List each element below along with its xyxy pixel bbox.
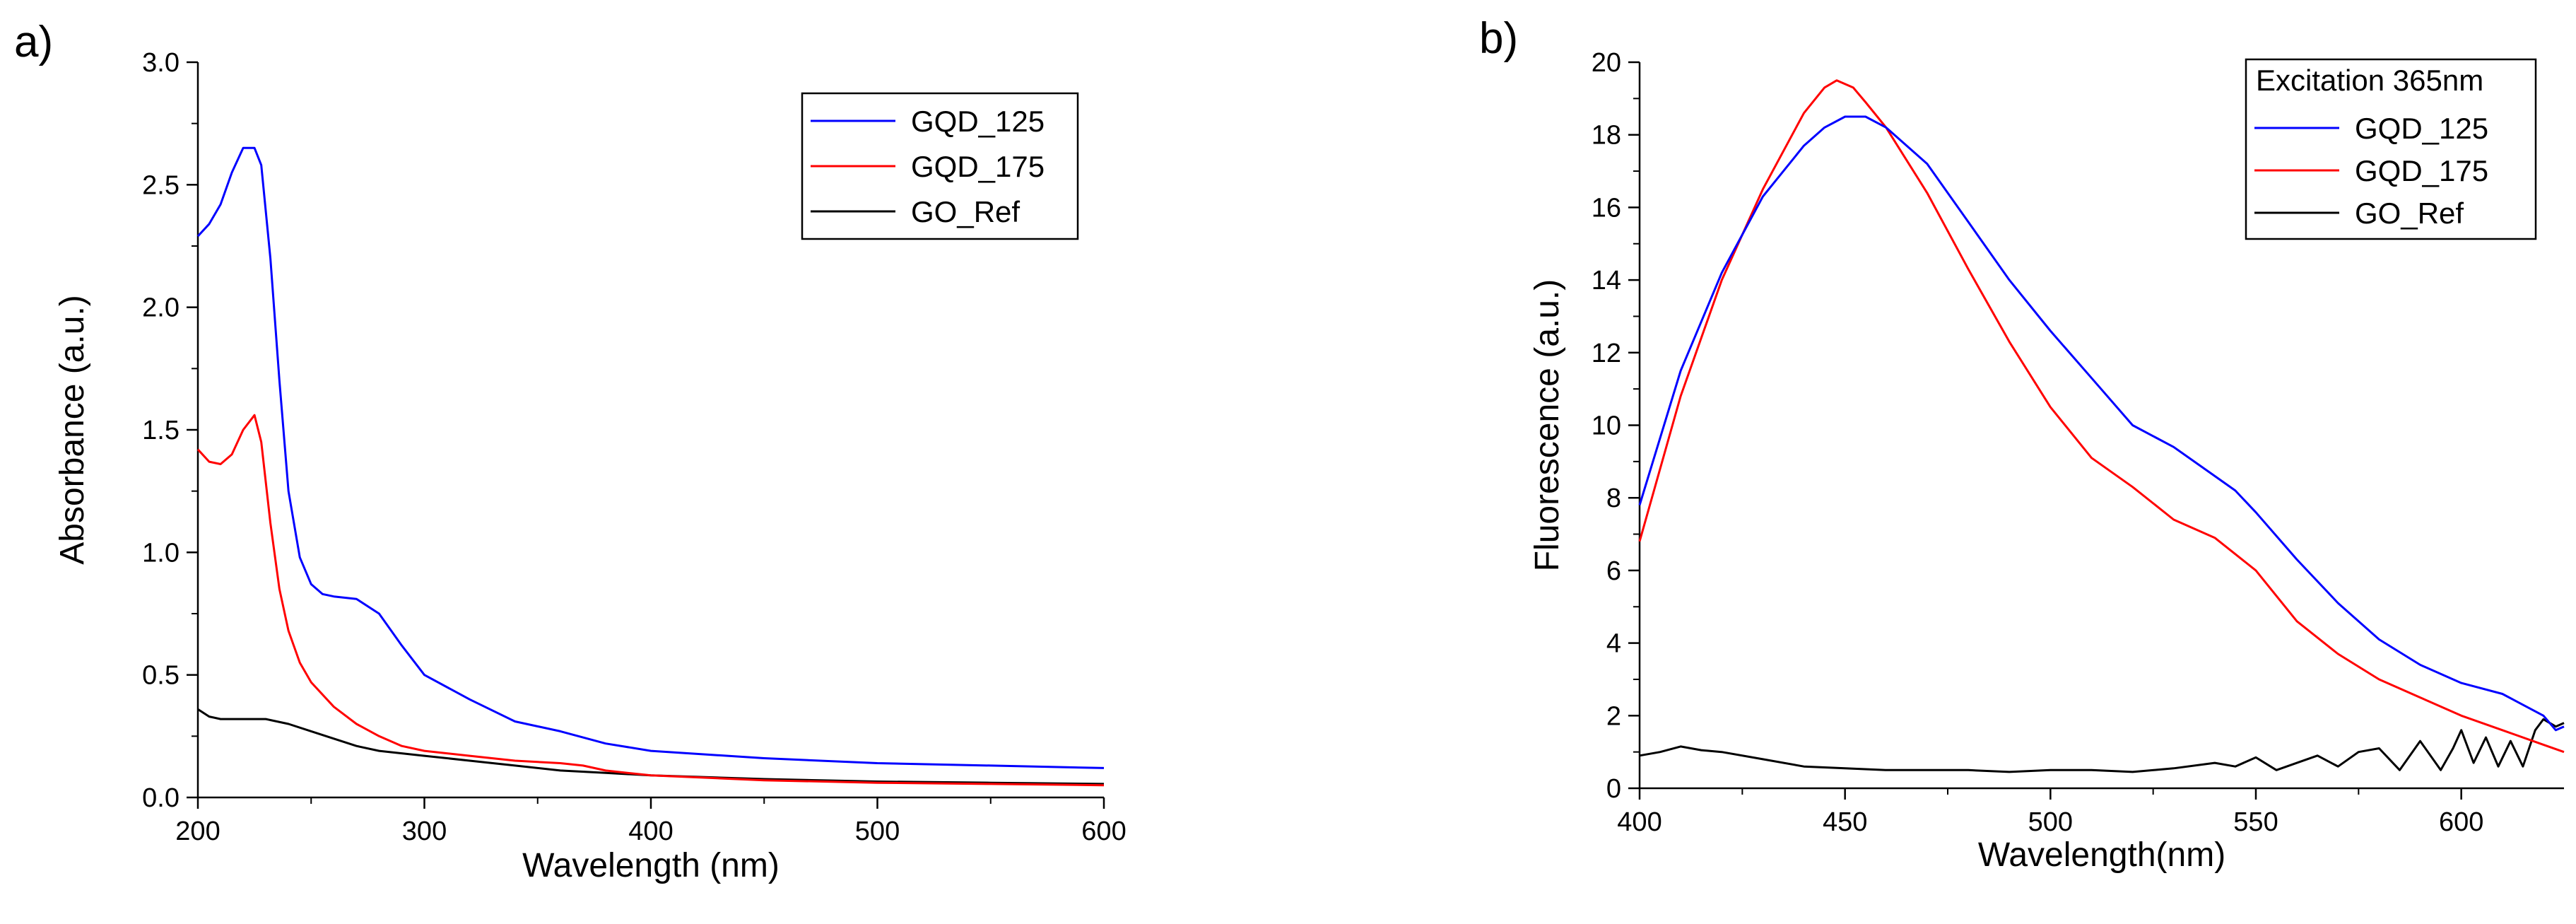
x-tick-label: 550 — [2233, 807, 2278, 837]
panel-label: a) — [14, 18, 53, 66]
y-tick-label: 4 — [1606, 629, 1621, 659]
series-line-go-ref — [1639, 718, 2565, 773]
y-tick-label: 18 — [1592, 121, 1621, 151]
y-axis-title: Absorbance (a.u.) — [54, 295, 91, 565]
legend-entry-label: GQD_175 — [2355, 154, 2488, 187]
y-tick-label: 2.5 — [142, 170, 180, 200]
y-tick-label: 0.5 — [142, 661, 180, 691]
y-tick-label: 14 — [1592, 266, 1621, 296]
panel-label: b) — [1479, 14, 1518, 63]
y-tick-label: 2 — [1606, 701, 1621, 731]
y-tick-label: 10 — [1592, 411, 1621, 441]
x-tick-label: 600 — [2439, 807, 2483, 837]
legend-entry-label: GO_Ref — [2355, 197, 2464, 230]
y-axis-title: Fluorescence (a.u.) — [1529, 279, 1566, 572]
series-line-gqd-125 — [1638, 115, 2565, 732]
x-tick-label: 600 — [1081, 817, 1126, 846]
x-tick-label: 450 — [1823, 807, 1867, 837]
y-tick-label: 6 — [1606, 556, 1621, 586]
x-tick-label: 400 — [628, 817, 673, 846]
legend-box — [2245, 58, 2537, 240]
y-tick-label: 1.0 — [142, 538, 180, 568]
y-tick-label: 1.5 — [142, 416, 180, 445]
y-tick-label: 20 — [1592, 48, 1621, 78]
y-tick-label: 2.0 — [142, 293, 180, 323]
x-tick-label: 500 — [855, 817, 900, 846]
legend-title: Excitation 365nm — [2256, 64, 2483, 97]
legend-entry-label: GQD_175 — [911, 150, 1045, 183]
x-tick-label: 300 — [402, 817, 447, 846]
y-tick-label: 12 — [1592, 339, 1621, 368]
panel-a-absorbance: a) 200 300 400 500 600 0.0 0.5 1.0 1.5 2.0 2.5 3.0 Wa… — [14, 18, 1127, 884]
y-tick-label: 3.0 — [142, 48, 180, 78]
panel-b-fluorescence: b) 400 450 500 550 600 0 2 4 6 8 10 12 14 16 18 20 Wavele… — [1479, 14, 2565, 874]
y-tick-label: 16 — [1592, 193, 1621, 223]
x-tick-label: 200 — [175, 817, 220, 846]
y-tick-label: 8 — [1606, 484, 1621, 513]
series-line-go-ref — [197, 708, 1105, 785]
y-tick-label: 0 — [1606, 774, 1621, 804]
y-tick-label: 0.0 — [142, 783, 180, 813]
series-line-gqd-175 — [1638, 79, 2565, 754]
legend-entry-label: GO_Ref — [911, 195, 1020, 228]
legend-entry-label: GQD_125 — [911, 105, 1045, 138]
x-axis-title: Wavelength(nm) — [1978, 836, 2225, 874]
legend-entry-label: GQD_125 — [2355, 112, 2488, 145]
series-line-gqd-125 — [196, 146, 1105, 769]
x-tick-label: 400 — [1617, 807, 1662, 837]
series-line-gqd-175 — [196, 414, 1105, 787]
x-axis-title: Wavelength (nm) — [522, 847, 780, 884]
x-tick-label: 500 — [2028, 807, 2073, 837]
